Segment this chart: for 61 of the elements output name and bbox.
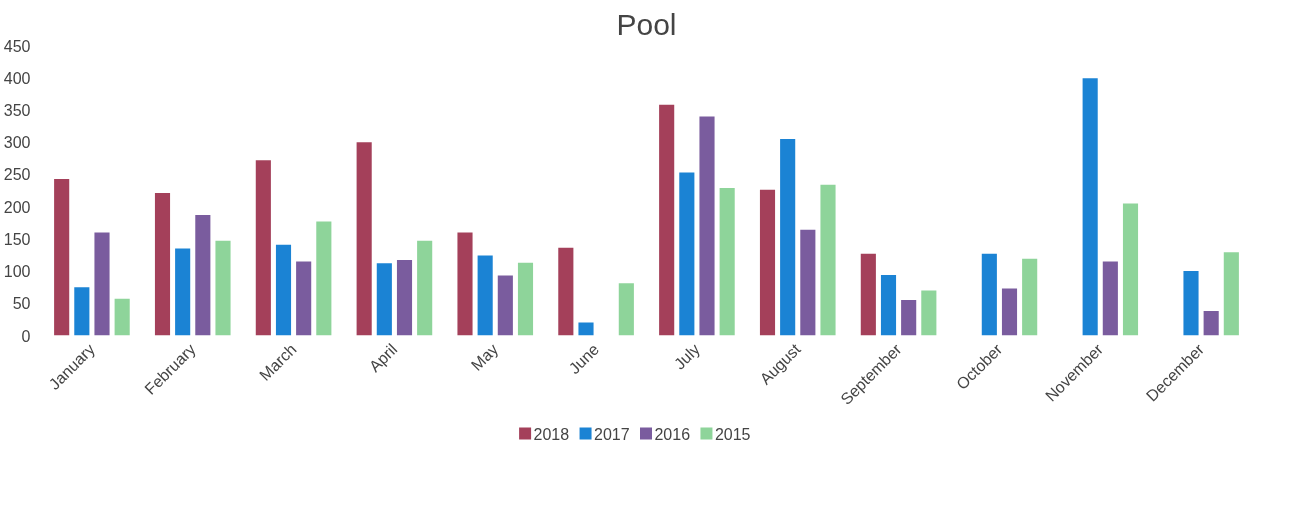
legend-label: 2018 (533, 425, 570, 443)
bar (1082, 78, 1098, 336)
bar (921, 290, 937, 336)
bar (517, 262, 534, 336)
legend-label: 2016 (654, 425, 691, 443)
bar (417, 240, 433, 336)
bar (1183, 271, 1199, 336)
bar (699, 116, 715, 336)
bar (275, 244, 292, 336)
bar (195, 214, 211, 336)
bar (114, 298, 130, 336)
bar (1022, 258, 1038, 336)
bar (215, 240, 231, 336)
bar (477, 255, 493, 336)
y-tick-label: 300 (3, 134, 31, 152)
bar (175, 248, 191, 336)
x-tick-label: May (467, 340, 502, 374)
bar (1102, 261, 1118, 336)
bar (396, 260, 413, 336)
bar (820, 184, 836, 336)
bar (497, 275, 513, 336)
bar (860, 253, 876, 336)
bar (376, 263, 392, 336)
bar (255, 160, 271, 336)
bar (901, 300, 917, 336)
bar (679, 172, 695, 336)
bar (316, 221, 332, 336)
bar (659, 104, 675, 336)
bar (578, 322, 594, 336)
y-tick-label: 250 (3, 166, 31, 184)
bar (1203, 311, 1219, 336)
bar (719, 187, 735, 336)
x-tick-label: July (670, 340, 703, 373)
y-tick-label: 0 (21, 327, 31, 345)
bar (558, 247, 574, 336)
y-tick-label: 350 (3, 101, 31, 119)
bar (356, 142, 372, 336)
bar (618, 283, 634, 336)
legend-label: 2017 (594, 425, 630, 443)
bar (1223, 252, 1239, 336)
bar (54, 178, 70, 336)
bar (154, 193, 171, 336)
bar (981, 253, 997, 336)
legend-label: 2015 (714, 425, 751, 443)
y-tick-label: 50 (12, 295, 31, 313)
y-tick-label: 450 (3, 37, 31, 55)
y-tick-label: 100 (3, 263, 31, 281)
bar (780, 138, 796, 336)
bar (1001, 288, 1018, 336)
bar (296, 261, 312, 336)
bar (800, 229, 816, 336)
chart-title: Pool (616, 7, 677, 41)
y-tick-label: 200 (3, 198, 31, 216)
y-tick-label: 400 (3, 69, 31, 87)
bar (759, 189, 776, 336)
bar (74, 287, 90, 336)
y-tick-label: 150 (3, 230, 31, 248)
bar (94, 232, 110, 336)
bar (880, 274, 897, 336)
bar (1122, 203, 1139, 336)
bar (457, 232, 473, 336)
